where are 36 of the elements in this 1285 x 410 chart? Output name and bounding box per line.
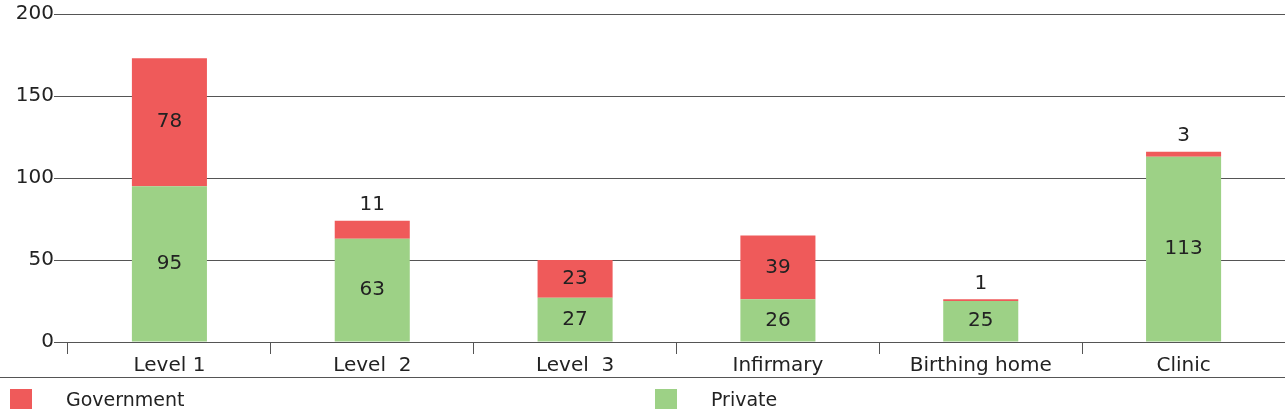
bar [537, 297, 613, 342]
x-tick-label: Clinic [1156, 352, 1211, 377]
bar [131, 58, 207, 187]
legend-label: Private [711, 388, 778, 410]
data-label: 95 [156, 250, 183, 275]
bar [1146, 156, 1222, 342]
data-label: 78 [156, 108, 183, 133]
data-label: 3 [1177, 121, 1190, 146]
y-tick-label: 50 [28, 246, 54, 271]
bar [740, 299, 816, 342]
x-tick-label: Infirmary [732, 352, 824, 377]
y-tick-label: 0 [41, 328, 54, 353]
data-label: 23 [562, 265, 588, 290]
data-label: 63 [359, 276, 385, 301]
bar [334, 220, 410, 239]
x-tick-label: Level 2 [333, 352, 412, 377]
y-tick-label: 100 [15, 164, 54, 189]
data-label: 11 [359, 190, 385, 215]
data-label: 26 [765, 306, 791, 331]
x-tick-label: Level 3 [535, 352, 615, 377]
bar [943, 301, 1019, 342]
data-label: 25 [968, 307, 994, 332]
y-tick-label: 200 [15, 0, 54, 25]
x-tick-label: Level 1 [133, 352, 206, 377]
data-label: 113 [1164, 235, 1203, 260]
data-label: 39 [765, 253, 791, 278]
bar [1146, 151, 1222, 157]
y-tick-label: 150 [15, 82, 54, 107]
bar [537, 260, 613, 298]
bar [131, 186, 207, 342]
data-label: 27 [562, 305, 588, 330]
bar [740, 235, 816, 300]
bar [334, 238, 410, 342]
x-tick-label: Birthing home [909, 352, 1052, 377]
data-label: 1 [974, 269, 988, 294]
legend-label: Government [66, 388, 185, 410]
